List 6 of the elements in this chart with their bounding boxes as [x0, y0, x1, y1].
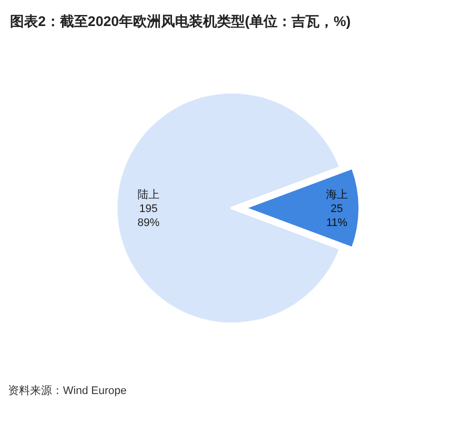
chart-title: 图表2：截至2020年欧洲风电装机类型(单位：吉瓦，%) — [10, 13, 351, 29]
data-label: 195 89% — [137, 203, 160, 229]
slice-label: 海上 — [326, 188, 348, 201]
data-label: 25 11% — [326, 203, 348, 229]
text: 资料来源：Wind Europe — [8, 384, 127, 397]
slice-label: 陆上 — [137, 188, 160, 201]
